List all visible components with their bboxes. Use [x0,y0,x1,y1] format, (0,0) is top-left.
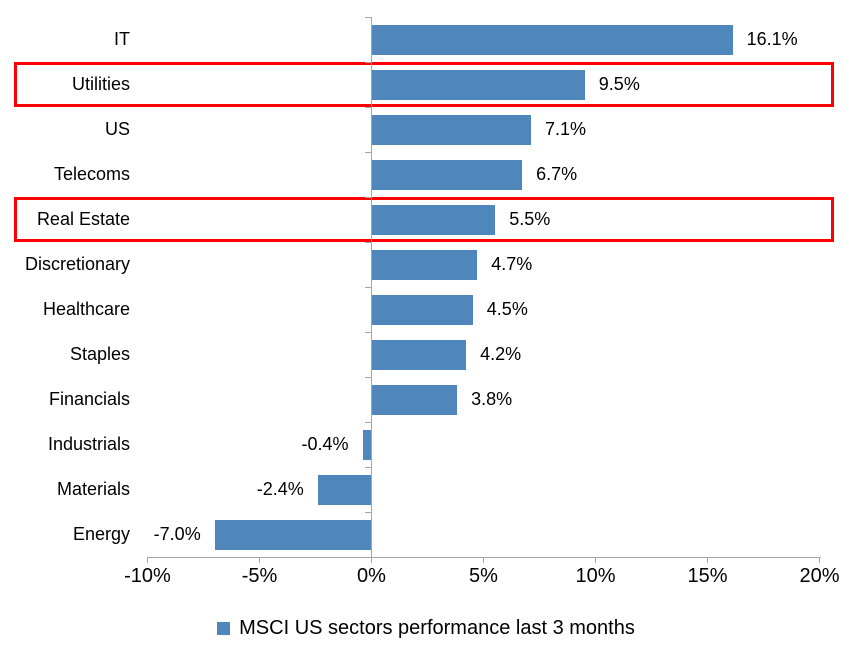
category-label: US [104,119,130,139]
bar-value-label: 6.7% [536,164,578,184]
value-axis-line [148,557,821,558]
bar-value-label: 4.2% [480,344,522,364]
bar [372,69,585,100]
category-label: Discretionary [24,254,130,274]
category-label: Real Estate [36,209,130,229]
x-axis-tick [259,557,260,563]
category-label: Energy [72,524,130,544]
category-axis-tick [364,422,372,423]
x-tick-label: -5% [241,565,278,587]
category-axis-tick [364,287,372,288]
x-axis-tick [819,557,820,563]
category-label: Materials [56,479,130,499]
category-axis-tick [364,152,372,153]
x-axis-tick [371,557,372,563]
category-label: Staples [69,344,130,364]
category-axis-tick [364,242,372,243]
bar-value-label: -2.4% [256,479,304,499]
x-tick-label: 10% [575,565,616,587]
category-label: IT [114,29,130,49]
x-axis-tick [595,557,596,563]
category-axis-tick [364,332,372,333]
category-label: Utilities [71,74,130,94]
category-axis-tick [364,197,372,198]
x-tick-label: 0% [357,565,386,587]
bar [317,474,372,505]
bar [372,114,532,145]
x-tick-label: 15% [687,565,728,587]
bar-value-label: 4.7% [491,254,533,274]
bar-value-label: -0.4% [301,434,349,454]
category-axis-tick [364,107,372,108]
category-axis-tick [364,17,372,18]
legend: MSCI US sectors performance last 3 month… [0,612,852,644]
legend-marker-icon [217,621,231,635]
bar [362,429,372,460]
x-tick-label: 5% [469,565,498,587]
highlight-box [14,62,834,107]
x-axis-tick [707,557,708,563]
legend-label: MSCI US sectors performance last 3 month… [239,616,635,639]
category-axis-tick [364,512,372,513]
category-axis-line [371,17,372,557]
category-axis-tick [364,467,372,468]
category-label: Industrials [47,434,130,454]
bar-value-label: 4.5% [486,299,528,319]
bar [372,339,467,370]
bar [372,384,458,415]
x-axis-tick [147,557,148,563]
bar-value-label: -7.0% [153,524,201,544]
highlight-box [14,197,834,242]
bar [372,204,496,235]
bar-value-label: 9.5% [598,74,640,94]
bar-value-label: 7.1% [545,119,587,139]
bar-value-label: 3.8% [471,389,513,409]
x-tick-label: -10% [124,565,171,587]
category-label: Healthcare [42,299,130,319]
bar-value-label: 5.5% [509,209,551,229]
x-tick-label: 20% [799,565,840,587]
x-axis-tick [483,557,484,563]
bar [214,519,372,550]
category-label: Financials [48,389,130,409]
bar [372,294,473,325]
category-axis-tick [364,62,372,63]
category-axis-tick [364,377,372,378]
bar-value-label: 16.1% [746,29,798,49]
bar [372,24,733,55]
bar [372,249,478,280]
bar [372,159,523,190]
category-label: Telecoms [53,164,130,184]
